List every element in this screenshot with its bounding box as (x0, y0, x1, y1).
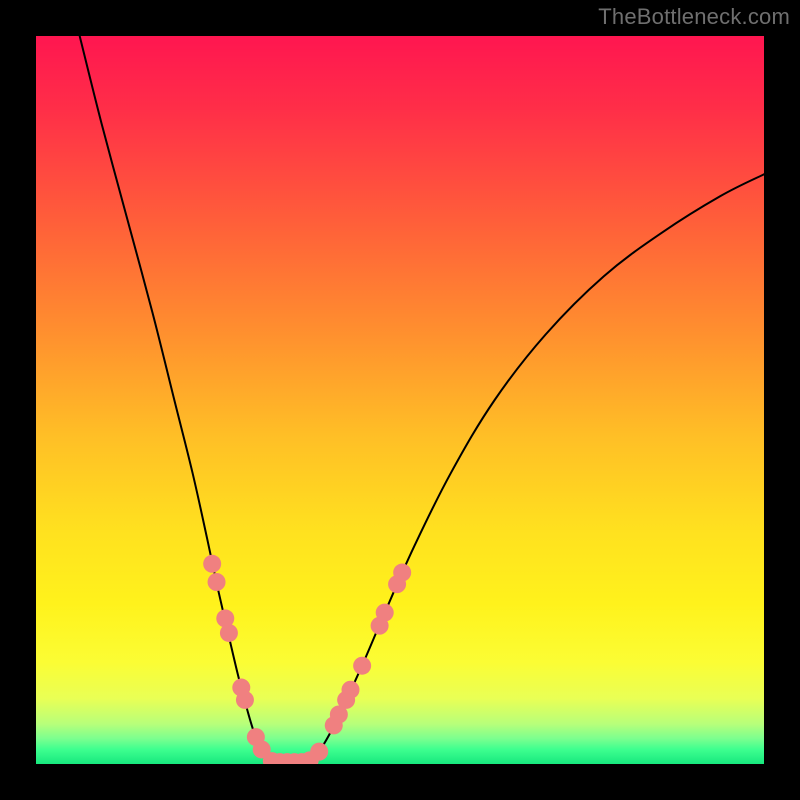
data-marker (341, 681, 359, 699)
data-marker (203, 555, 221, 573)
data-marker (353, 657, 371, 675)
chart-root: TheBottleneck.com (0, 0, 800, 800)
data-marker (310, 743, 328, 761)
data-marker (208, 573, 226, 591)
plot-area (36, 36, 764, 764)
data-marker (236, 691, 254, 709)
data-marker (220, 624, 238, 642)
data-marker (393, 564, 411, 582)
chart-svg (36, 36, 764, 764)
gradient-background (36, 36, 764, 764)
watermark-text: TheBottleneck.com (598, 4, 790, 30)
data-marker (376, 604, 394, 622)
